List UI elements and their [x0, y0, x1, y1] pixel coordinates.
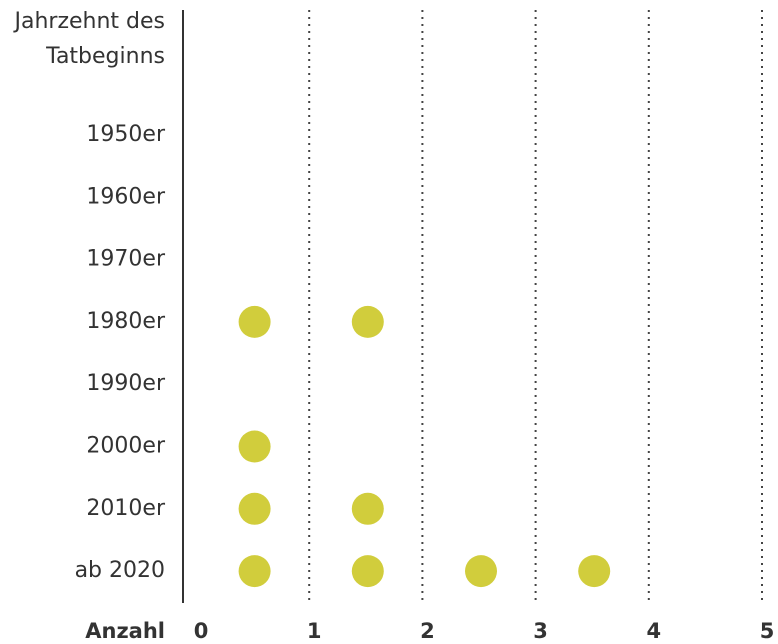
x-tick-label: 0: [194, 619, 209, 643]
dot: [238, 555, 271, 588]
dot: [578, 555, 611, 588]
dot: [238, 492, 271, 525]
x-tick-label: 4: [646, 619, 661, 643]
x-tick-label: 1: [307, 619, 322, 643]
y-tick-label: 1970er: [86, 247, 166, 272]
y-tick-label: 1950er: [86, 122, 166, 147]
x-tick-label: 5: [760, 619, 775, 643]
y-axis-title: Jahrzehnt des: [12, 9, 165, 34]
y-tick-label: 2010er: [86, 496, 166, 521]
y-tick-label: 1990er: [86, 371, 166, 396]
y-tick-label: 1960er: [86, 184, 166, 209]
y-axis-title: Tatbeginns: [45, 44, 165, 69]
dot: [465, 555, 497, 588]
dot: [351, 492, 384, 525]
x-tick-label: 2: [420, 619, 435, 643]
dot: [351, 305, 384, 338]
x-axis-title: Anzahl: [85, 619, 165, 643]
dot: [351, 555, 384, 588]
y-tick-label: 2000er: [86, 434, 166, 459]
dot: [238, 305, 271, 338]
x-tick-label: 3: [533, 619, 548, 643]
y-tick-label: ab 2020: [75, 558, 165, 583]
dot: [238, 430, 271, 463]
y-tick-label: 1980er: [86, 309, 166, 334]
